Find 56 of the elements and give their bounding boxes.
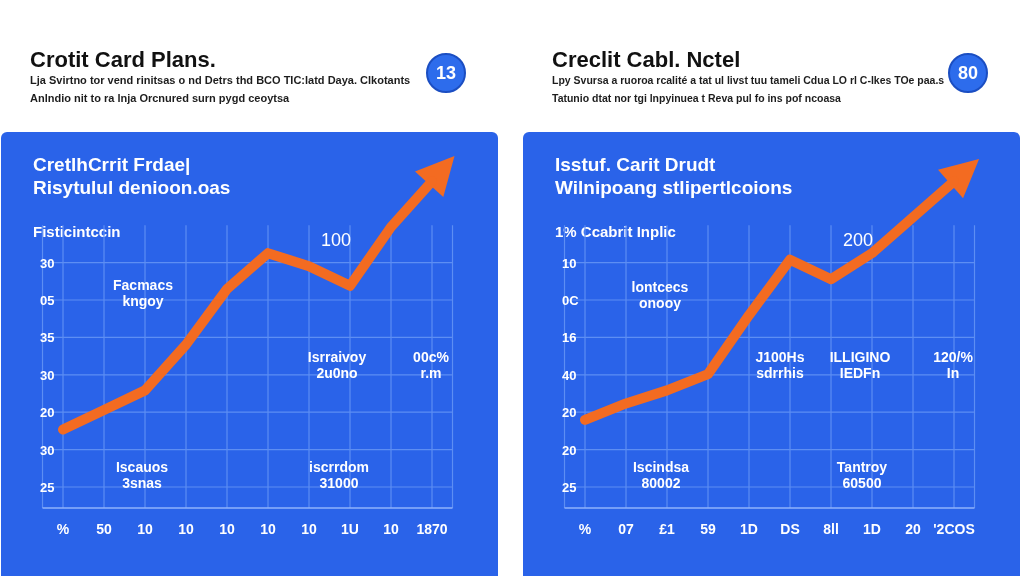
x-tick-label: 8ll: [823, 520, 839, 537]
text: 80: [957, 62, 979, 84]
text: 13: [435, 62, 457, 84]
x-tick-label: £1: [659, 520, 675, 537]
annotation: 30: [40, 255, 55, 271]
annotation: 25: [562, 479, 577, 495]
annotation: ILLIGINO IEDFn: [829, 349, 891, 381]
x-tick-label: 1D: [863, 520, 881, 537]
annotation: iscrrdom 31000: [309, 459, 369, 491]
annotation: 200: [842, 230, 874, 250]
x-tick-label: %: [578, 520, 592, 537]
annotation: Isrraivoy 2u0no: [307, 349, 367, 381]
annotation: 30: [40, 442, 55, 458]
annotation: 100: [320, 230, 352, 250]
annotation: Tantroy 60500: [836, 459, 888, 491]
annotation: 05: [40, 292, 55, 308]
x-tick-label: 10: [178, 520, 194, 537]
annotation: 20: [562, 442, 577, 458]
x-tick-label: 59: [700, 520, 716, 537]
annotation: 30: [40, 367, 55, 383]
annotation: 25: [40, 479, 55, 495]
x-tick-label: 10: [383, 520, 399, 537]
annotation: CretlhCrrit Frdae| Risytulul denioon.oas: [33, 153, 231, 199]
y-axis-title: Fisticintccin: [33, 223, 121, 241]
annotation: 120/% In: [933, 349, 973, 381]
x-tick-label: 50: [96, 520, 112, 537]
annotation: 20: [40, 404, 55, 420]
annotation: Facmacs kngoy: [113, 277, 173, 309]
annotation: 40: [562, 367, 577, 383]
chart-subtitle: Lja Svirtno tor vend rinitsas o nd Detrs thd BCO TIC:latd Daya. Clkotants Anlndio nit to ra lnja Orcnured surn pygd ceoytsa: [30, 73, 411, 106]
chart-title: Creclit Cabl. Nctel: [552, 47, 741, 72]
x-tick-label: %: [56, 520, 70, 537]
x-tick-label: DS: [780, 520, 800, 537]
annotation: 20: [562, 404, 577, 420]
annotation: lontcecs onooy: [631, 279, 689, 311]
annotation: 10: [562, 255, 577, 271]
x-tick-label: 20: [905, 520, 921, 537]
x-tick-label: 1U: [341, 520, 359, 537]
x-tick-label: 10: [219, 520, 235, 537]
x-tick-label: 10: [137, 520, 153, 537]
annotation: 0C: [562, 292, 579, 308]
annotation: J100Hs sdrrhis: [755, 349, 805, 381]
x-tick-label: '2COS: [933, 520, 975, 537]
annotation: 00c% r.m: [413, 349, 449, 381]
annotation: 35: [40, 329, 55, 345]
annotation: Iscauos 3snas: [115, 459, 169, 491]
x-tick-label: 10: [260, 520, 276, 537]
annotation: Isstuf. Carit Drudt Wilnipoang stlipertlcoions: [555, 153, 793, 199]
annotation: 16: [562, 329, 577, 345]
chart-title: Crotit Card Plans.: [30, 47, 216, 72]
x-tick-label: 1870: [416, 520, 448, 537]
x-tick-label: 1D: [740, 520, 758, 537]
annotation: Iscindsa 80002: [632, 459, 690, 491]
x-tick-label: 07: [618, 520, 634, 537]
x-tick-label: 10: [301, 520, 317, 537]
chart-subtitle: Lpy Svursa a ruoroa rcalité a tat ul livst tuu tameli Cdua LO rl C-lkes TOe paa.s Tatunio dtat nor tgi lnpyinuea t Reva pul fo ins pof ncoasa: [552, 73, 945, 106]
